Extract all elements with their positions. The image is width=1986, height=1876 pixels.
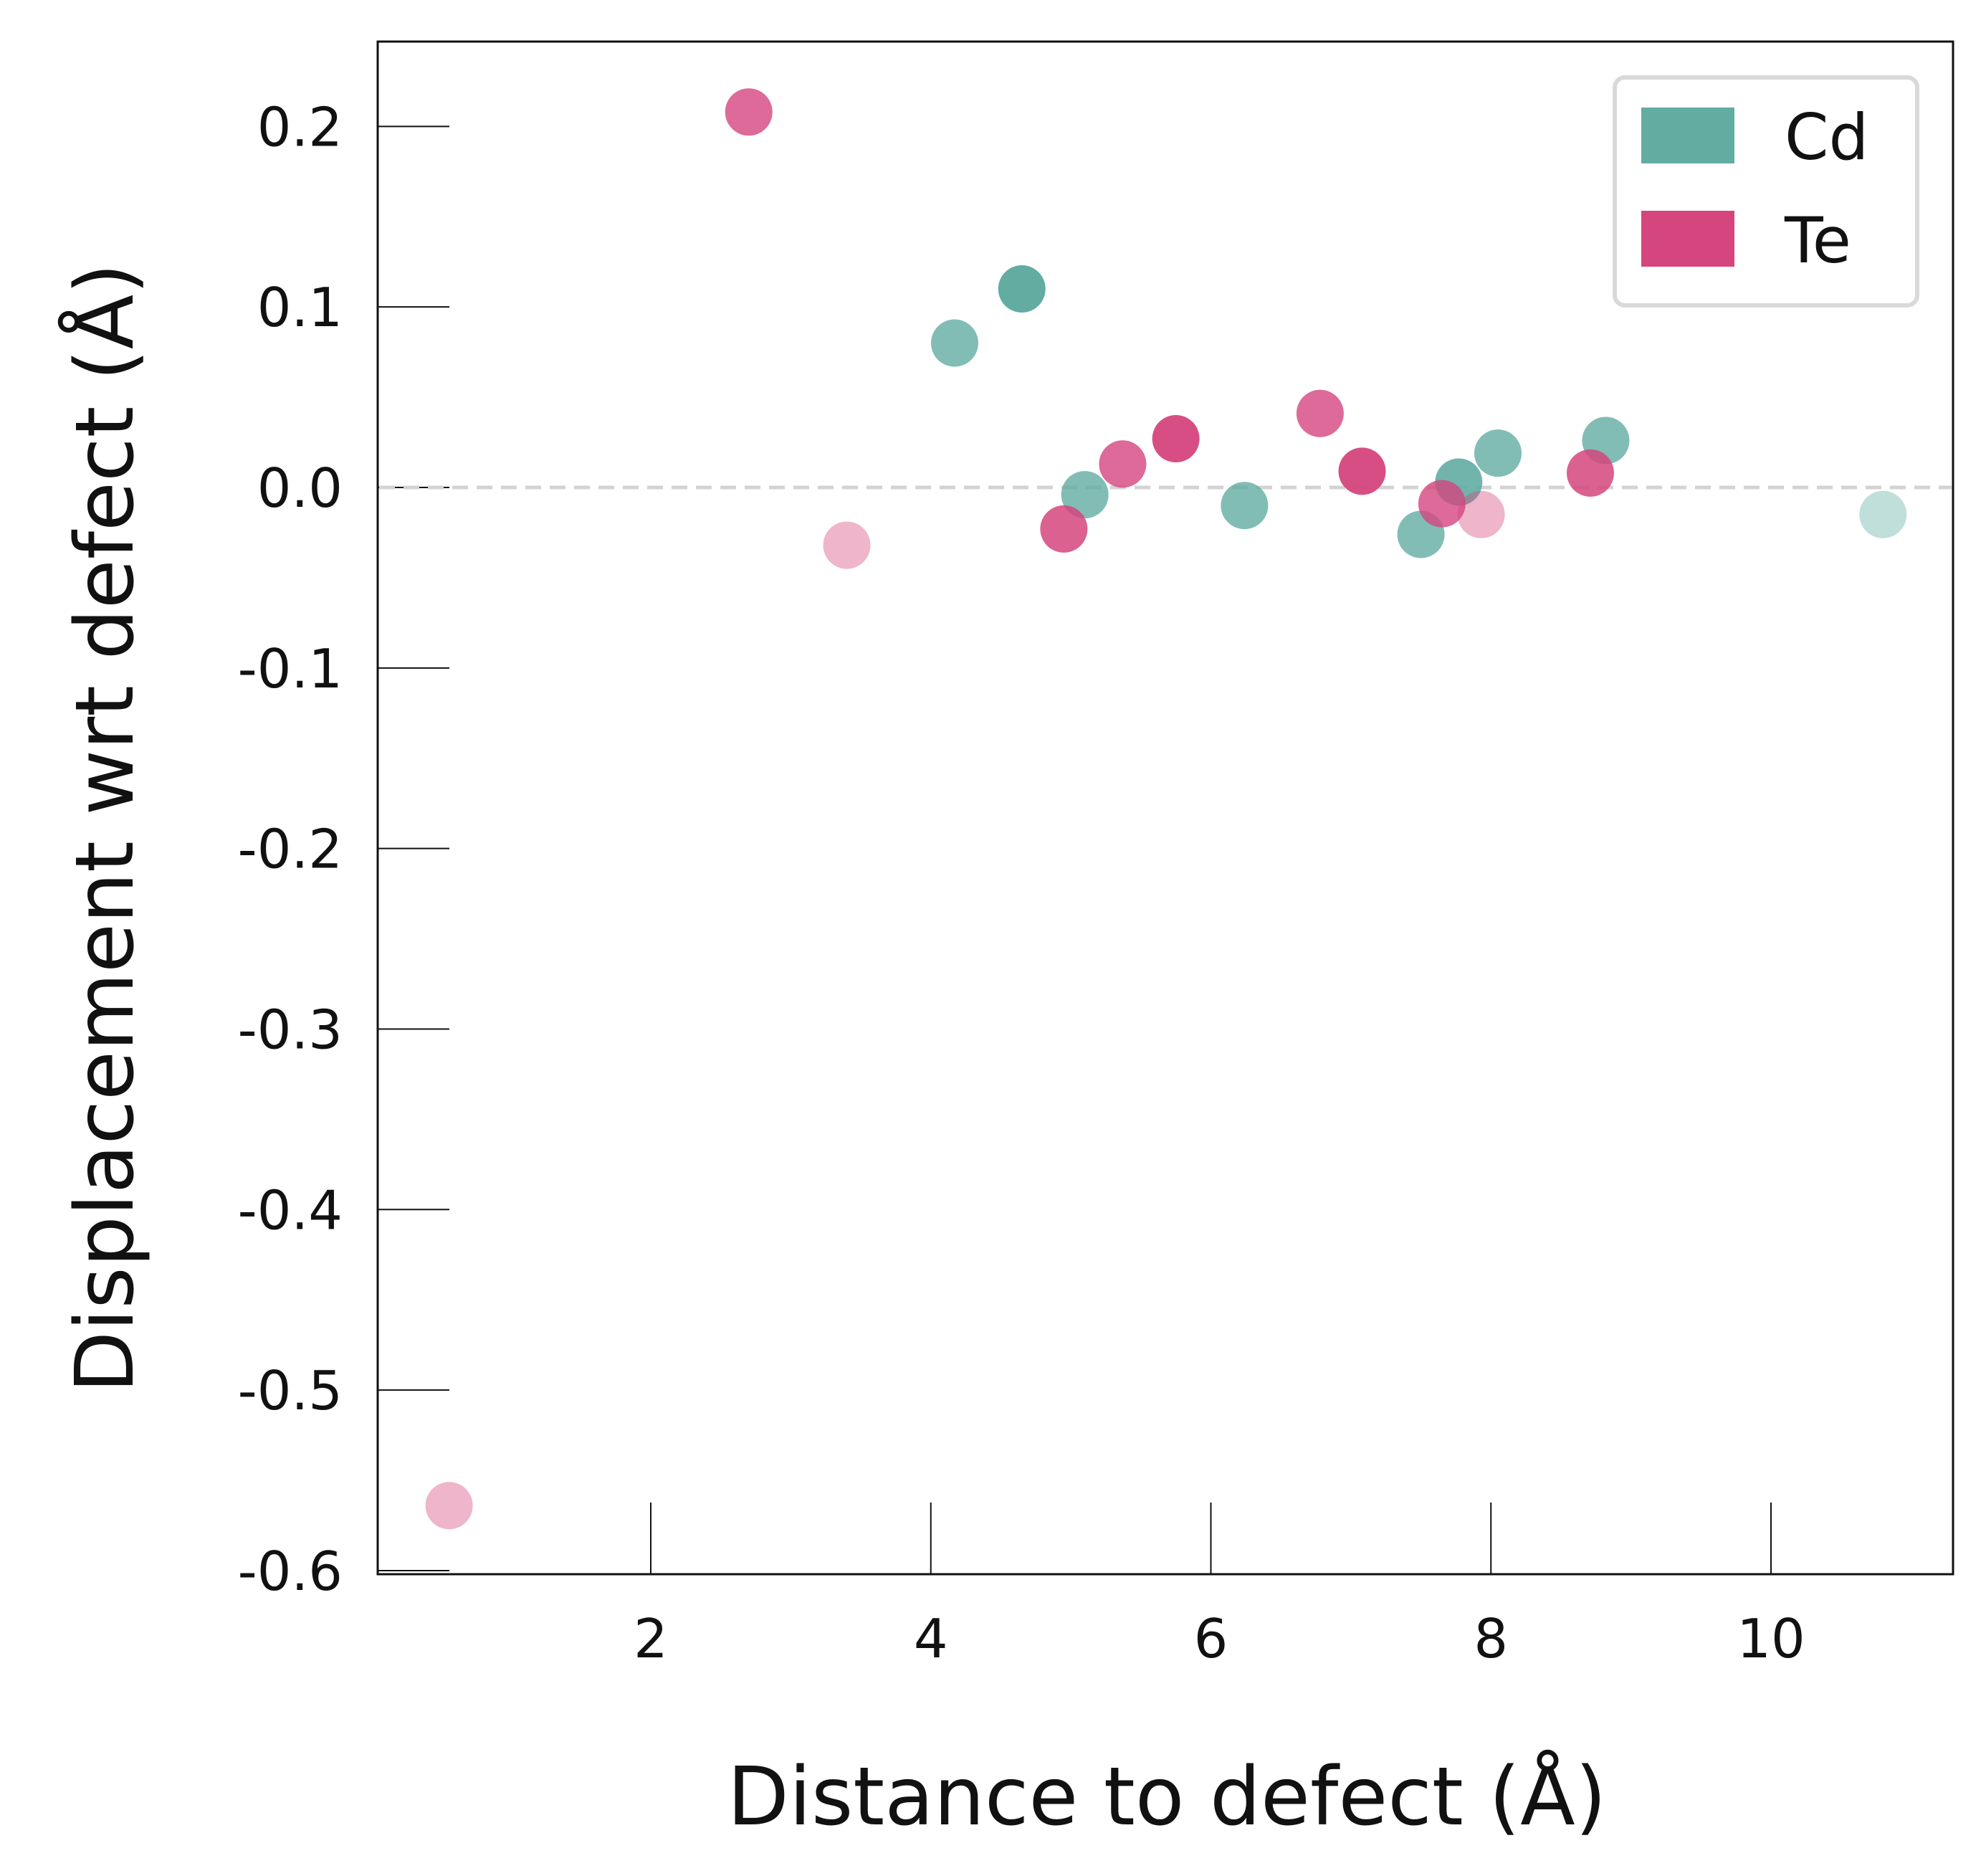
y-tick-label: -0.1 [238,637,343,700]
data-point-cd [1474,429,1522,477]
data-point-te [1296,389,1344,437]
data-point-cd [930,319,978,367]
legend-label-te: Te [1784,204,1851,277]
x-axis-ticks: 2 4 6 8 10 [634,1503,1805,1670]
legend-swatch-cd [1641,108,1734,163]
data-point-cd [1221,482,1269,530]
data-point-te [725,88,773,136]
data-point-te [425,1482,473,1530]
data-point-te [823,521,871,569]
x-tick-label: 8 [1474,1607,1508,1670]
data-points [425,88,1907,1530]
y-tick-label: -0.2 [238,818,343,881]
series-cd [930,265,1907,558]
data-point-te [1338,447,1386,495]
data-point-te [1566,449,1614,497]
y-axis-ticks: 0.2 0.1 0.0 -0.1 -0.2 -0.3 -0.4 -0.5 -0.6 [238,95,449,1603]
data-point-te [1040,505,1088,553]
y-tick-label: -0.4 [238,1179,343,1242]
x-tick-label: 4 [914,1607,948,1670]
plot-frame [376,40,1954,1576]
y-tick-label: -0.6 [238,1540,343,1603]
data-point-te [1418,480,1466,528]
data-point-cd [998,265,1046,313]
y-axis-label: Displacement wrt defect (Å) [58,263,152,1393]
legend-label-cd: Cd [1785,100,1868,174]
legend: Cd Te [1613,75,1919,308]
x-tick-label: 6 [1194,1607,1228,1670]
x-tick-label: 2 [634,1607,668,1670]
x-tick-label: 10 [1737,1607,1805,1670]
series-te [425,88,1614,1530]
legend-swatch-te [1641,211,1734,267]
y-tick-label: -0.3 [238,998,343,1061]
y-tick-label: -0.5 [238,1359,343,1422]
data-point-cd [1859,490,1907,538]
data-point-cd [1061,471,1109,519]
data-point-te [1152,415,1200,463]
y-tick-label: 0.0 [257,457,343,520]
x-axis-label: Distance to defect (Å) [727,1750,1607,1844]
data-point-te [1099,440,1147,488]
data-point-te [1457,490,1505,538]
y-tick-label: 0.1 [257,276,343,339]
y-tick-label: 0.2 [257,95,343,158]
